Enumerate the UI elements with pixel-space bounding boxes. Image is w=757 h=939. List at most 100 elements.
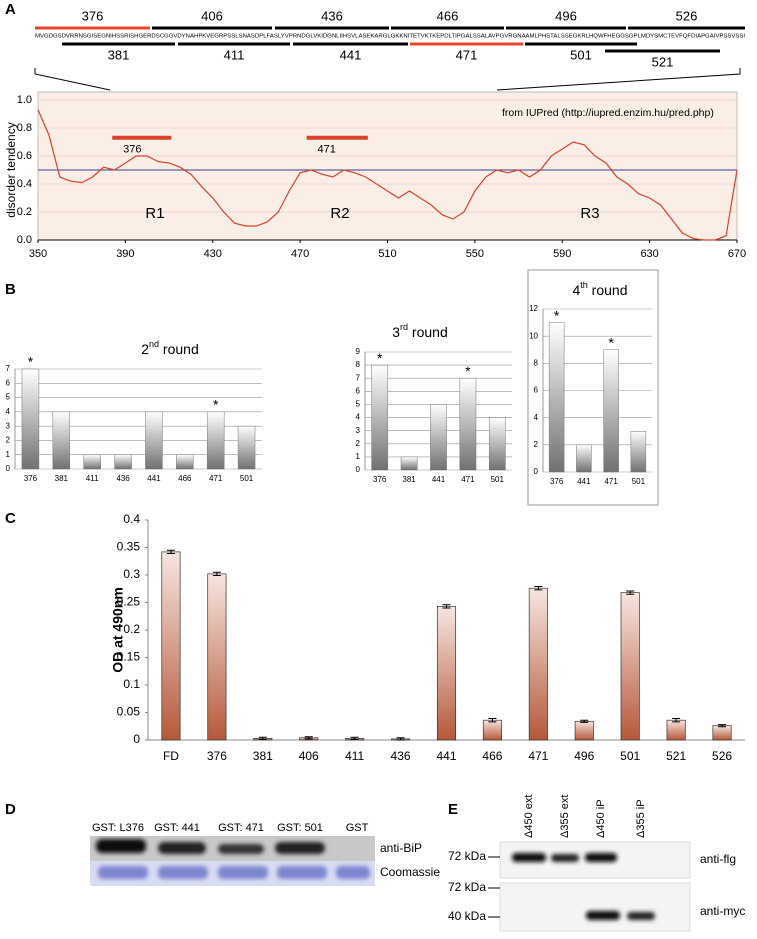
x-tick-label: 376 xyxy=(24,474,38,483)
x-tick-label: 470 xyxy=(291,248,309,260)
disorder-line xyxy=(37,109,738,241)
x-tick-label: 550 xyxy=(466,248,484,260)
x-tick-label: 350 xyxy=(29,248,47,260)
lane-label: GST xyxy=(346,822,369,834)
x-tick-label: 390 xyxy=(116,248,134,260)
y-tick-label: 0.4 xyxy=(17,178,32,190)
y-tick-label: 1 xyxy=(356,452,361,461)
gel xyxy=(90,836,375,886)
y-tick-label: 8 xyxy=(534,358,539,367)
y-tick-label: 0.6 xyxy=(17,150,32,162)
title-part: round xyxy=(159,341,199,357)
band xyxy=(98,866,148,879)
marker-label: 72 kDa xyxy=(448,880,486,894)
chart-title: 2nd round xyxy=(141,339,199,356)
x-tick-label: 471 xyxy=(461,475,475,484)
region-label: R3 xyxy=(580,205,599,222)
band xyxy=(96,839,146,853)
x-tick-label: 670 xyxy=(728,248,746,260)
lane-label: Δ450 ext xyxy=(523,795,535,838)
panel-label: B xyxy=(5,281,16,298)
x-tick-label: 376 xyxy=(550,477,564,486)
y-tick-label: 4 xyxy=(356,413,361,422)
star: * xyxy=(554,307,560,323)
bar xyxy=(237,425,256,470)
star: * xyxy=(608,334,614,350)
band-label: Coomassie xyxy=(380,865,440,879)
x-tick-label: 630 xyxy=(640,248,658,260)
y-tick-label: 6 xyxy=(534,386,539,395)
error-bar xyxy=(442,604,451,609)
y-tick-label: 6 xyxy=(356,386,361,395)
y-tick-label: 2 xyxy=(356,439,361,448)
antibody-label: anti-flg xyxy=(700,852,736,866)
bar xyxy=(712,725,732,741)
x-tick-label: 521 xyxy=(666,749,686,763)
blot xyxy=(499,882,691,932)
bar xyxy=(603,349,619,473)
plot-background xyxy=(37,91,738,241)
marker-label: 40 kDa xyxy=(448,909,486,923)
band xyxy=(551,854,579,862)
peptide-label: 496 xyxy=(555,8,577,23)
y-tick-label: 7 xyxy=(356,373,361,382)
y-tick-label: 1.0 xyxy=(17,94,32,106)
star: * xyxy=(377,350,383,366)
peptide-label: 411 xyxy=(224,47,245,62)
x-tick-label: 376 xyxy=(373,475,387,484)
y-tick-label: 1 xyxy=(6,450,11,459)
bar xyxy=(620,592,640,741)
x-tick-label: 590 xyxy=(553,248,571,260)
title-part: round xyxy=(408,324,448,340)
y-tick-label: 0.2 xyxy=(123,622,140,636)
panel-label: E xyxy=(448,801,458,818)
chart-title: 3rd round xyxy=(392,322,448,339)
y-axis-label: disorder tendency xyxy=(4,122,18,217)
title-part: round xyxy=(588,282,628,298)
error-bar xyxy=(350,736,359,740)
x-tick-label: 430 xyxy=(204,248,222,260)
y-tick-label: 0 xyxy=(133,732,140,746)
x-tick-label: 501 xyxy=(620,749,640,763)
error-bar xyxy=(626,590,635,595)
band xyxy=(512,853,546,862)
bar xyxy=(371,364,389,471)
x-tick-label: 466 xyxy=(482,749,502,763)
y-tick-label: 0.0 xyxy=(17,234,32,246)
bar xyxy=(666,719,686,741)
y-tick-label: 12 xyxy=(529,304,538,313)
sequence: MVGDGSDVRRNSGISEGNIHSSRISHGERDSCGGVDYNAH… xyxy=(35,33,745,39)
band xyxy=(586,911,620,920)
y-tick-label: 9 xyxy=(356,347,361,356)
x-tick-label: 381 xyxy=(253,749,273,763)
x-tick-label: FD xyxy=(163,749,179,763)
error-bar xyxy=(166,549,175,555)
panel-label: C xyxy=(5,510,16,527)
peptide-label: 466 xyxy=(437,8,459,23)
peptide-label: 526 xyxy=(676,8,698,23)
y-tick-label: 0 xyxy=(534,467,539,476)
error-bar xyxy=(396,737,405,741)
region-label: R2 xyxy=(330,205,349,222)
y-tick-label: 2 xyxy=(534,440,539,449)
y-tick-label: 4 xyxy=(6,407,11,416)
band xyxy=(218,844,264,854)
panel-label: D xyxy=(5,801,16,818)
band xyxy=(585,853,617,862)
bar xyxy=(145,411,163,470)
lane-label: Δ355 ext xyxy=(559,795,571,838)
bar xyxy=(176,454,194,470)
y-tick-label: 8 xyxy=(356,360,361,369)
y-tick-label: 0.1 xyxy=(123,677,140,691)
y-tick-label: 4 xyxy=(534,413,539,422)
bar xyxy=(206,411,225,470)
bar xyxy=(436,605,457,741)
bar xyxy=(459,377,477,471)
error-bar xyxy=(258,736,267,740)
band xyxy=(158,842,206,854)
x-tick-label: 501 xyxy=(632,477,646,486)
antibody-label: anti-myc xyxy=(700,904,745,918)
bar xyxy=(488,417,506,471)
error-bar xyxy=(718,724,727,728)
peptide-label: 436 xyxy=(321,8,343,23)
